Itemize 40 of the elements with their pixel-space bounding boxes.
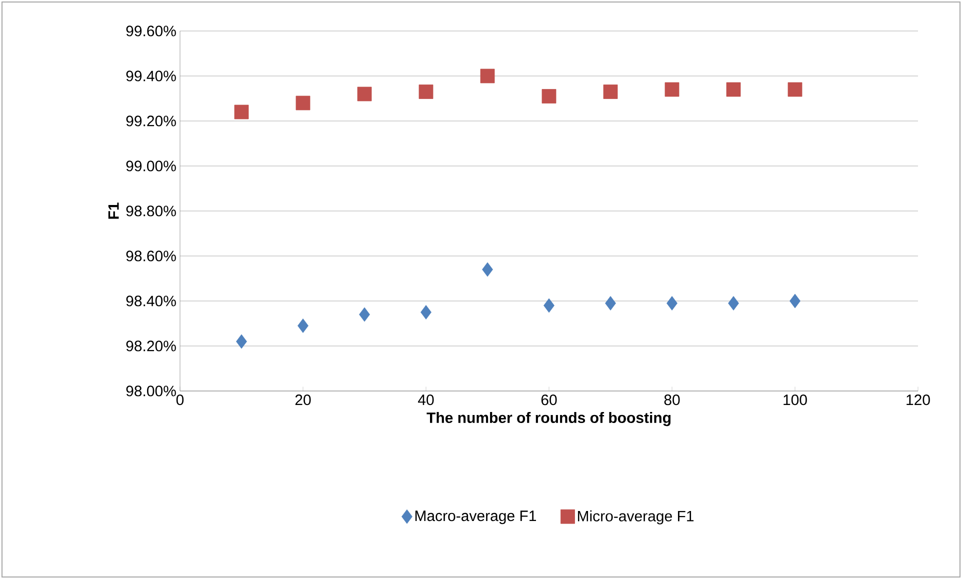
y-tick-label: 99.40% [126,70,176,82]
point [357,86,372,102]
point [726,82,741,97]
point [666,296,678,310]
y-tick-label: 98.60% [126,250,176,262]
x-tick-label: 80 [664,394,680,406]
x-tick-label: 60 [541,394,557,406]
y-axis-title: F1 [108,202,119,219]
point [359,307,370,322]
point [605,296,616,310]
point [480,68,495,84]
point [482,262,493,277]
y-tick-label: 98.20% [126,340,176,352]
point [234,104,249,120]
y-tick-label: 98.80% [126,206,176,216]
point [544,298,554,313]
y-tick-label: 98.00% [126,386,176,396]
x-tick-label: 0 [176,394,184,406]
x-tick-label: 100 [784,394,807,406]
point [664,82,680,97]
y-tick-label: 98.40% [126,296,176,306]
point [298,318,308,333]
legend-label: Micro-average F1 [578,510,694,524]
point [296,96,310,110]
point [790,294,800,308]
point [418,84,434,99]
x-tick-label: 120 [906,394,930,406]
point [236,334,247,349]
x-tick-label: 20 [295,394,311,406]
y-tick-label: 99.00% [126,160,176,172]
point [603,84,618,99]
legend-label: Macro-average F1 [415,510,536,524]
point [420,305,432,320]
point [542,89,556,104]
y-tick-label: 99.20% [126,116,176,126]
x-tick-label: 40 [418,394,434,406]
y-tick-label: 99.60% [126,26,176,36]
x-axis-title: The number of rounds of boosting [426,412,670,426]
point [788,82,802,97]
point [728,296,739,310]
